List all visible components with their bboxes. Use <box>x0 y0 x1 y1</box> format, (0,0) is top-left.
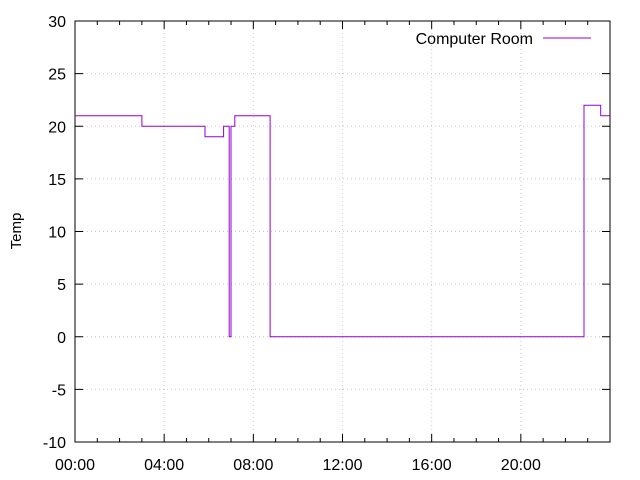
legend: Computer Room <box>416 31 591 48</box>
legend-label-computer-room: Computer Room <box>416 31 533 48</box>
y-tick-label: 5 <box>57 277 66 294</box>
x-tick-label: 16:00 <box>412 457 452 474</box>
y-tick-label: 30 <box>48 14 66 31</box>
x-tick-label: 08:00 <box>233 457 273 474</box>
y-axis-title: Temp <box>8 213 25 250</box>
x-tick-label: 04:00 <box>144 457 184 474</box>
series-line-computer-room <box>75 104 610 338</box>
x-tick-label: 20:00 <box>501 457 541 474</box>
y-tick-label: 15 <box>48 172 66 189</box>
y-tick-label: 20 <box>48 119 66 136</box>
tick-labels: -10 -5 0 5 10 15 20 25 30 00:00 04:00 08:00 12:00 16:… <box>43 14 541 474</box>
y-tick-label: -10 <box>43 435 66 452</box>
x-tick-label: 12:00 <box>322 457 362 474</box>
x-tick-label: 00:00 <box>55 457 95 474</box>
y-tick-label: 0 <box>57 330 66 347</box>
series <box>75 104 610 338</box>
grid <box>75 21 610 442</box>
y-tick-label: 25 <box>48 67 66 84</box>
y-tick-label: 10 <box>48 225 66 242</box>
y-tick-label: -5 <box>52 382 66 399</box>
ticks <box>74 20 610 443</box>
